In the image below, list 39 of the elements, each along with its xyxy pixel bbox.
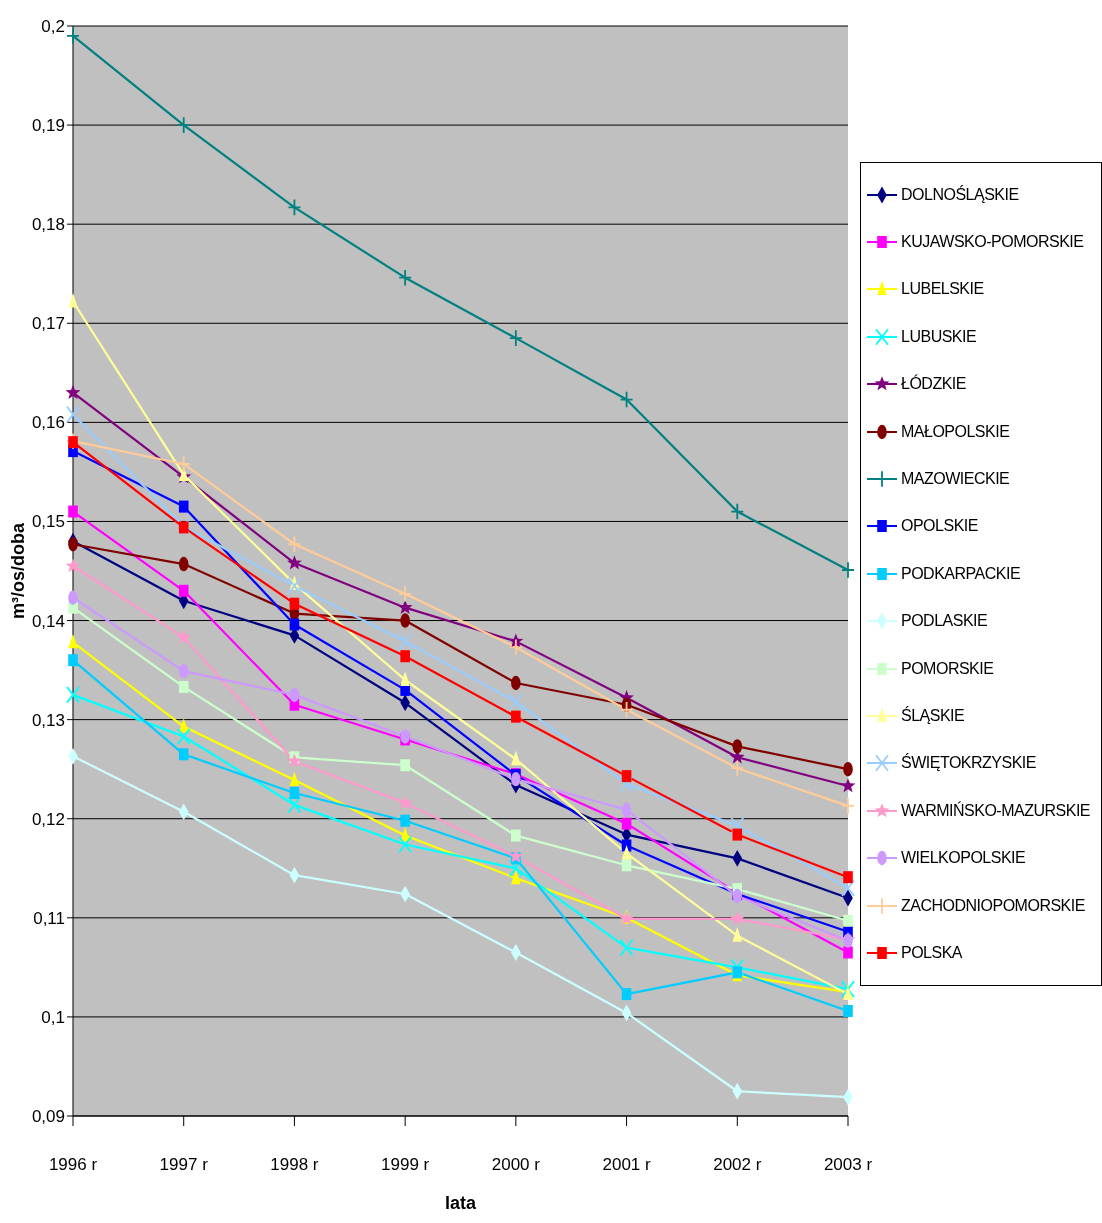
y-tick-label: 0,1 [41,1007,65,1027]
x-tick-label: 1997 r [159,1155,209,1175]
legend-label: LUBUSKIE [901,327,977,346]
x-tick-label: 2001 r [602,1155,652,1175]
legend-label: ŚWIĘTOKRZYSKIE [901,754,1036,773]
legend-label: ŚLĄSKIE [901,706,965,725]
y-tick-label: 0,09 [31,1107,65,1127]
y-tick-label: 0,15 [31,512,65,532]
legend-label: POMORSKIE [901,659,994,678]
y-tick-label: 0,17 [31,314,65,334]
legend-label: KUJAWSKO-POMORSKIE [901,233,1084,252]
y-tick-label: 0,13 [31,710,65,730]
legend-label: WARMIŃSKO-MAZURSKIE [901,801,1091,820]
legend-label: LUBELSKIE [901,280,984,299]
x-tick-label: 1999 r [381,1155,430,1175]
legend-label: PODLASKIE [901,612,988,631]
y-tick-label: 0,2 [41,17,65,37]
y-tick-label: 0,16 [31,413,65,433]
legend-label: POLSKA [901,943,963,962]
legend-label: ŁÓDZKIE [901,375,966,394]
x-axis-title: lata [444,1193,477,1213]
y-tick-label: 0,12 [31,809,65,829]
legend-label: OPOLSKIE [901,517,978,536]
legend-label: WIELKOPOLSKIE [901,849,1026,868]
y-tick-label: 0,11 [33,908,65,928]
legend-label: ZACHODNIOPOMORSKIE [901,896,1085,915]
legend-label: MAZOWIECKIE [901,470,1010,489]
y-tick-label: 0,19 [31,116,65,136]
legend-label: DOLNOŚLĄSKIE [901,185,1019,204]
legend-label: PODKARPACKIE [901,564,1021,583]
y-tick-label: 0,18 [31,215,65,235]
x-tick-label: 2002 r [713,1155,762,1175]
x-tick-label: 1998 r [270,1155,319,1175]
x-tick-label: 1996 r [48,1155,98,1175]
y-tick-label: 0,14 [31,611,65,631]
y-axis-title: m³/os/doba [8,522,29,620]
legend-label: MAŁOPOLSKIE [901,422,1010,441]
x-tick-label: 2003 r [823,1155,873,1175]
x-tick-label: 2000 r [491,1155,541,1175]
